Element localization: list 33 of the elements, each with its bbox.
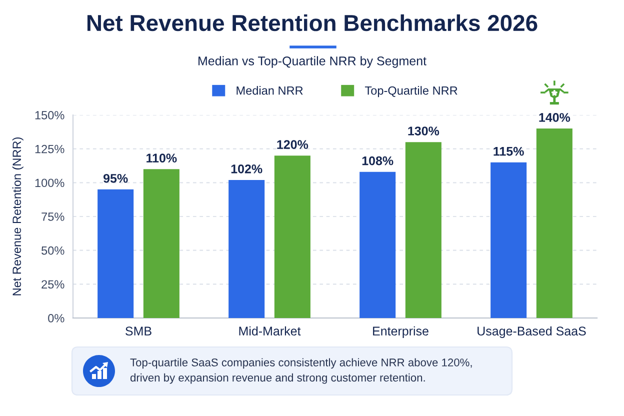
- bar: [490, 162, 527, 318]
- data-label: 108%: [362, 156, 394, 166]
- bar: [143, 169, 180, 318]
- x-tick-label: Mid-Market: [239, 326, 301, 336]
- bar: [360, 172, 396, 318]
- y-tick-label: 50%: [42, 246, 64, 255]
- chart-title: Net Revenue Retention Benchmarks 2026: [87, 14, 538, 32]
- y-tick-label: 100%: [35, 178, 64, 188]
- y-tick-label: 25%: [42, 280, 64, 289]
- bar: [405, 142, 442, 318]
- bar: [98, 189, 134, 318]
- data-label: 110%: [146, 154, 177, 162]
- legend-label: Top-Quartile NRR: [364, 86, 458, 98]
- y-tick-label: 150%: [35, 111, 64, 120]
- y-tick-label: 75%: [42, 212, 64, 221]
- x-tick-label: Enterprise: [373, 326, 428, 338]
- chart-subtitle: Median vs Top-Quartile NRR by Segment: [198, 56, 426, 68]
- data-label: 95%: [104, 174, 128, 183]
- data-label: 115%: [494, 146, 524, 156]
- x-tick-label: Usage-Based SaaS: [478, 326, 586, 338]
- legend-label: Median NRR: [236, 86, 303, 95]
- x-tick-label: SMB: [126, 326, 152, 336]
- bar: [274, 156, 310, 318]
- bar: [536, 128, 572, 318]
- data-label: 130%: [408, 126, 440, 136]
- y-tick-label: 125%: [35, 144, 64, 154]
- text: Top-quartile SaaS companies consistently achieve NRR above 120%, driven by expansion revenue and strong customer retention.: [130, 358, 472, 384]
- bar: [228, 180, 265, 318]
- data-label: 140%: [539, 113, 570, 122]
- y-axis-title: Net Revenue Retention (NRR): [12, 138, 24, 296]
- y-tick-label: 0%: [48, 314, 64, 322]
- data-label: 120%: [277, 140, 308, 149]
- data-label: 102%: [231, 164, 262, 174]
